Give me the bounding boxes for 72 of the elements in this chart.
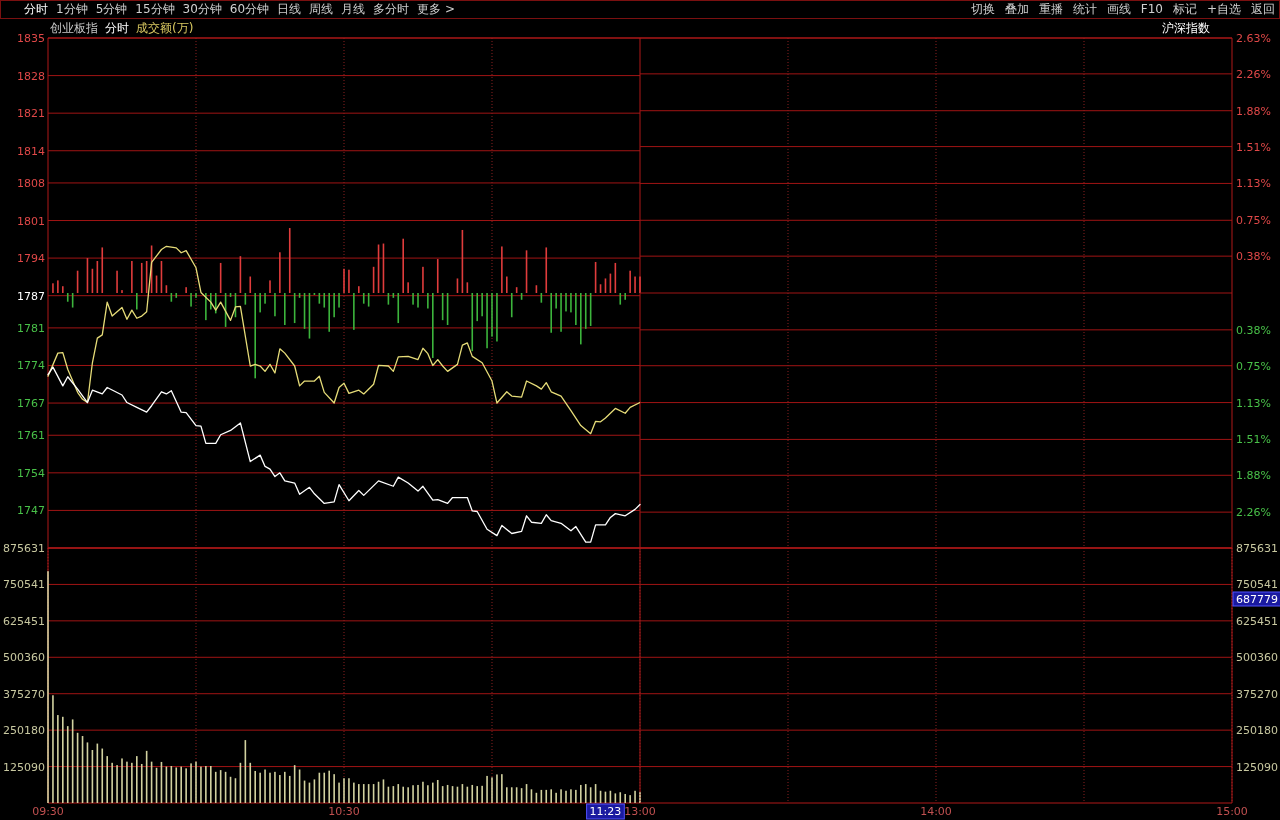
- y-tick-label: 250180: [3, 724, 45, 738]
- text: 5分钟: [95, 2, 128, 16]
- y-tick-label: 1767: [17, 397, 45, 411]
- y-tick-label: 1781: [17, 321, 45, 335]
- y-tick-label: 750541: [3, 578, 45, 592]
- y-tick-label: 1774: [17, 359, 45, 373]
- text: 统计: [1072, 2, 1097, 16]
- x-tick-label: 10:30: [328, 805, 360, 818]
- x-tick-label: 09:30: [32, 805, 64, 818]
- y-tick-label: 1801: [17, 214, 45, 228]
- y-tick-label: 1821: [17, 107, 45, 121]
- y-tick-label: 625451: [3, 614, 45, 628]
- y2-tick-label: 500360: [1236, 651, 1278, 665]
- y-tick-label: 1787: [17, 289, 45, 303]
- text: 成交额(万): [136, 21, 194, 35]
- text: 687779: [1236, 593, 1278, 606]
- text: 返回: [1251, 2, 1275, 16]
- y2-tick-label: 375270: [1236, 687, 1278, 701]
- text: 60分钟: [229, 2, 270, 16]
- text: 月线: [341, 2, 366, 16]
- y2-tick-label: 0.38%: [1236, 250, 1271, 264]
- y-tick-label: 875631: [3, 542, 45, 555]
- y2-tick-label: 125090: [1236, 760, 1278, 774]
- text: 切换: [970, 2, 995, 16]
- y-tick-label: 1835: [17, 32, 45, 45]
- y-tick-label: 125090: [3, 760, 45, 774]
- y2-tick-label: 1.88%: [1236, 104, 1271, 118]
- text: 1分钟: [56, 2, 88, 16]
- text: 30分钟: [182, 2, 222, 16]
- y-tick-label: 1754: [17, 466, 45, 480]
- y2-tick-label: 750541: [1236, 578, 1278, 592]
- text: 15分钟: [135, 2, 175, 16]
- text: 周线: [309, 2, 334, 16]
- annotation: 11:23: [589, 805, 622, 818]
- y-tick-label: 1814: [17, 144, 45, 158]
- x-tick-label: 14:00: [920, 805, 952, 818]
- y-tick-label: 1794: [17, 252, 45, 266]
- y2-tick-label: 1.13%: [1236, 396, 1271, 410]
- y-tick-label: 1828: [17, 69, 45, 83]
- y2-tick-label: 2.26%: [1236, 506, 1271, 520]
- y-tick-label: 1747: [17, 504, 45, 518]
- x-tick-label: 15:00: [1216, 805, 1248, 818]
- y-tick-label: 375270: [3, 687, 45, 701]
- text: 更多 >: [417, 2, 455, 16]
- y2-tick-label: 2.63%: [1236, 32, 1271, 45]
- y2-tick-label: 0.38%: [1236, 323, 1271, 337]
- y2-tick-label: 1.51%: [1236, 433, 1271, 447]
- y2-tick-label: 0.75%: [1236, 359, 1271, 373]
- y-tick-label: 500360: [3, 651, 45, 665]
- text: F10: [1140, 2, 1163, 16]
- y2-tick-label: 1.13%: [1236, 177, 1271, 191]
- text: 分时: [105, 21, 129, 35]
- text: 叠加: [1004, 2, 1029, 16]
- text: +自选: [1206, 2, 1241, 16]
- y2-tick-label: 1.51%: [1236, 140, 1271, 154]
- text: 画线: [1106, 2, 1131, 16]
- text: 创业板指: [50, 21, 98, 35]
- y2-tick-label: 625451: [1236, 614, 1278, 628]
- y-tick-label: 1761: [17, 429, 45, 443]
- text: 分时: [24, 2, 48, 16]
- y2-tick-label: 250180: [1236, 724, 1278, 738]
- text: 多分时: [373, 2, 410, 16]
- text: 沪深指数: [1162, 21, 1210, 35]
- y2-tick-label: 875631: [1236, 542, 1278, 555]
- x-tick-label: 13:00: [624, 805, 656, 818]
- text: 日线: [277, 2, 302, 16]
- y2-tick-label: 1.88%: [1236, 469, 1271, 483]
- y-tick-label: 1808: [17, 176, 45, 190]
- y2-tick-label: 2.26%: [1236, 67, 1271, 81]
- text: 重播: [1038, 2, 1063, 16]
- text: 标记: [1171, 2, 1197, 16]
- y2-tick-label: 0.75%: [1236, 214, 1271, 228]
